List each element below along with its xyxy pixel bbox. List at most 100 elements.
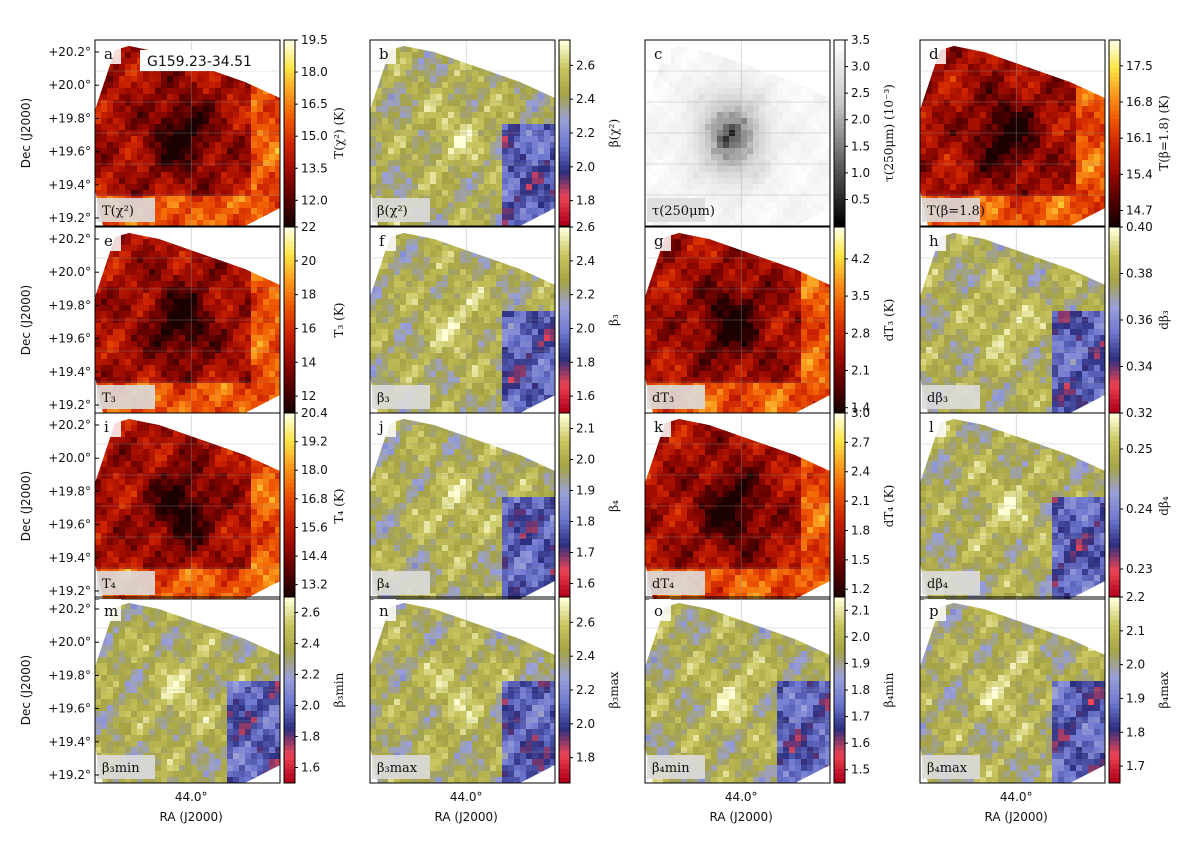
colorbar-tick-label: 2.2 (1126, 590, 1145, 604)
colorbar-tick-label: 1.7 (851, 710, 870, 724)
panel-m: m β₃min 2.6 2.4 2.2 2.0 1.8 1.6 β₃min +20.2° +20.0… (19, 596, 346, 824)
colorbar-tick-label: 12.0 (301, 193, 328, 207)
label-box (922, 198, 980, 222)
colorbar-frame (283, 39, 296, 227)
colorbar-d: 17.5 16.8 16.1 15.4 14.7 T(β=1.8) (K) (1108, 39, 1171, 227)
colorbar-tick-label: 0.34 (1126, 360, 1153, 374)
dec-tick-label: +19.4° (48, 178, 91, 192)
colorbar-g: 4.2 3.5 2.8 2.1 1.4 dT₃ (K) (833, 226, 896, 415)
colorbar-tick-label: 0.25 (1126, 442, 1153, 456)
colorbar-b: 2.6 2.4 2.2 2.0 1.8 β(χ²) (558, 39, 621, 227)
colorbar-tick-label: 1.8 (851, 523, 870, 537)
colorbar-tick-label: 1.5 (851, 139, 870, 153)
panel-letter: i (104, 418, 109, 436)
colorbar-tick-label: 16.1 (1126, 131, 1153, 145)
label-box (647, 198, 705, 222)
colorbar-f: 2.6 2.4 2.2 2.0 1.8 1.6 β₃ (558, 220, 621, 414)
colorbar-tick-label: 14.4 (301, 549, 328, 563)
colorbar-tick-label: 14.7 (1126, 204, 1153, 218)
colorbar-frame (833, 39, 846, 227)
panel-label: β₄max (927, 761, 968, 776)
colorbar-tick-label: 15.6 (301, 520, 328, 534)
dec-tick-label: +19.8° (48, 484, 91, 498)
label-box (97, 385, 155, 409)
colorbar-tick-label: 13.5 (301, 161, 328, 175)
colorbar-tick-label: 2.5 (851, 86, 870, 100)
label-box (647, 571, 705, 595)
colorbar-h: 0.40 0.38 0.36 0.34 0.32 dβ₃ (1108, 220, 1171, 420)
panel-label: T(χ²) (102, 204, 134, 219)
colorbar-tick-label: 2.2 (576, 288, 595, 302)
letter-box (374, 415, 396, 437)
colorbar-frame (1108, 596, 1121, 784)
colorbar-tick-label: 1.7 (1126, 759, 1145, 773)
colorbar-tick-label: 22 (301, 220, 316, 234)
ra-tick-label: 44.0° (725, 790, 758, 804)
colorbar-tick-label: 12 (301, 389, 316, 403)
panel-label: dβ₃ (927, 391, 948, 406)
panel-p: p β₄max 2.2 2.1 2.0 1.9 1.8 1.7 β₄max 44.0° RA (J2… (919, 590, 1171, 824)
colorbar-label: β₃min (332, 672, 346, 707)
colorbar-tick-label: 2.1 (851, 494, 870, 508)
dec-tick-label: +20.0° (48, 451, 91, 465)
colorbar-tick-label: 2.0 (1126, 658, 1145, 672)
panel-letter: d (929, 45, 939, 63)
panel-letter: e (104, 232, 113, 250)
dec-tick-label: +19.2° (48, 398, 91, 412)
colorbar-tick-label: 3.0 (851, 406, 870, 420)
colorbar-k: 3.0 2.7 2.4 2.1 1.8 1.5 1.2 dT₄ (K) (833, 406, 896, 600)
ra-tick-label: 44.0° (1000, 790, 1033, 804)
letter-box (924, 415, 946, 437)
panel-letter: l (929, 418, 934, 436)
colorbar-tick-label: 1.8 (1126, 725, 1145, 739)
letter-box (374, 599, 396, 621)
panel-label: dT₃ (652, 391, 674, 406)
panel-label: T₃ (102, 391, 116, 406)
dec-tick-label: +19.8° (48, 668, 91, 682)
dec-tick-label: +19.6° (48, 702, 91, 716)
colorbar-frame (283, 596, 296, 784)
colorbar-tick-label: 2.0 (576, 453, 595, 467)
colorbar-tick-label: 1.7 (576, 546, 595, 560)
letter-box (924, 229, 946, 251)
letter-box (649, 415, 671, 437)
panel-h: h dβ₃ 0.40 0.38 0.36 0.34 0.32 dβ₃ (919, 220, 1171, 420)
label-box (922, 571, 980, 595)
label-box (372, 198, 430, 222)
panel-o: o β₄min 2.1 2.0 1.9 1.8 1.7 1.6 1.5 β₄min 44.0° RA … (644, 596, 896, 824)
colorbar-tick-label: 0.36 (1126, 313, 1153, 327)
colorbar-l: 0.25 0.24 0.23 dβ₄ (1108, 412, 1171, 600)
colorbar-tick-label: 1.8 (576, 355, 595, 369)
dec-axis-label: Dec (J2000) (19, 285, 33, 355)
colorbar-tick-label: 1.6 (301, 761, 320, 775)
letter-box (924, 42, 946, 64)
dec-tick-label: +19.4° (48, 735, 91, 749)
dec-tick-label: +19.2° (48, 768, 91, 782)
letter-box (99, 415, 121, 437)
label-box (372, 385, 430, 409)
colorbar-tick-label: 0.38 (1126, 267, 1153, 281)
colorbar-tick-label: 1.6 (576, 389, 595, 403)
ra-axis-label: RA (J2000) (160, 810, 223, 824)
panel-i: i T₄ 20.4 19.2 18.0 16.8 15.6 14.4 13.2 T₄ (K) +20… (19, 406, 346, 600)
panel-letter: f (379, 232, 386, 250)
panel-label: dβ₄ (927, 577, 948, 592)
dec-tick-label: +20.2° (48, 232, 91, 246)
colorbar-tick-label: 2.2 (301, 668, 320, 682)
panel-label: β₃max (377, 761, 418, 776)
colorbar-tick-label: 1.8 (576, 515, 595, 529)
colorbar-tick-label: 2.6 (301, 606, 320, 620)
colorbar-tick-label: 2.4 (576, 649, 595, 663)
colorbar-tick-label: 1.5 (851, 763, 870, 777)
dec-tick-label: +19.6° (48, 145, 91, 159)
colorbar-tick-label: 1.6 (851, 736, 870, 750)
colorbar-tick-label: 1.8 (576, 194, 595, 208)
colorbar-tick-label: 20.4 (301, 406, 328, 420)
title-box (140, 50, 272, 71)
dec-tick-label: +19.8° (48, 111, 91, 125)
colorbar-i: 20.4 19.2 18.0 16.8 15.6 14.4 13.2 T₄ (K) (283, 406, 346, 600)
letter-box (924, 599, 946, 621)
colorbar-tick-label: 2.1 (576, 422, 595, 436)
letter-box (649, 229, 671, 251)
